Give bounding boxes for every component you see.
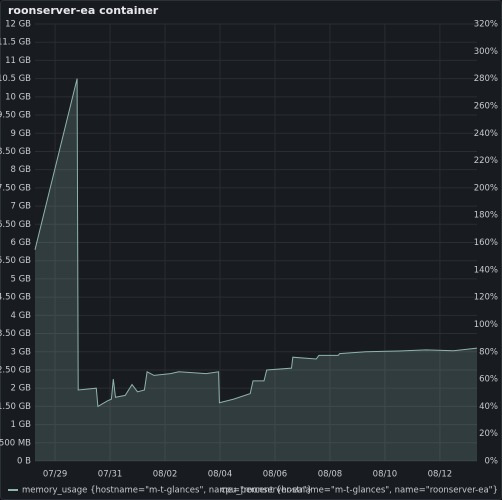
y-tick-label: 6 GB: [10, 238, 31, 248]
y2-tick-label: 280%: [474, 74, 498, 84]
y2-tick-label: 140%: [474, 265, 498, 275]
y2-tick-label: 120%: [474, 293, 498, 303]
y-tick-label: 0 B: [17, 457, 31, 467]
x-tick-label: 08/04: [208, 470, 233, 480]
y-tick-label: 2 GB: [10, 384, 31, 394]
y2-tick-label: 300%: [474, 47, 498, 57]
y2-tick-label: 160%: [474, 238, 498, 248]
y-tick-label: 1.50 GB: [0, 402, 31, 412]
y-tick-label: 8.50 GB: [0, 147, 31, 157]
legend-label: cpu_percent {hostname="m-t-glances", nam…: [221, 486, 498, 496]
area: [35, 78, 477, 461]
x-tick-label: 08/06: [263, 470, 288, 480]
y-tick-label: 11 GB: [5, 56, 31, 66]
y2-tick-label: 20%: [479, 429, 498, 439]
x-tick-label: 08/12: [428, 470, 453, 480]
x-tick-label: 07/29: [43, 470, 68, 480]
y-tick-label: 9 GB: [10, 129, 31, 139]
x-tick-label: 08/10: [373, 470, 398, 480]
y-tick-label: 7.50 GB: [0, 183, 31, 193]
y-tick-label: 9.50 GB: [0, 111, 31, 121]
y-tick-label: 3.50 GB: [0, 329, 31, 339]
y2-tick-label: 60%: [479, 375, 498, 385]
y2-tick-label: 260%: [474, 101, 498, 111]
y2-tick-label: 0%: [485, 457, 499, 467]
y-tick-label: 6.50 GB: [0, 220, 31, 230]
y2-tick-label: 220%: [474, 156, 498, 166]
y-tick-label: 5 GB: [10, 274, 31, 284]
y2-tick-label: 320%: [474, 20, 498, 30]
panel-title: roonserver-ea container: [8, 4, 159, 17]
y-tick-label: 7 GB: [10, 202, 31, 212]
y2-tick-label: 100%: [474, 320, 498, 330]
legend-label: memory_usage {hostname="m-t-glances", na…: [22, 486, 312, 496]
y-tick-label: 2.50 GB: [0, 365, 31, 375]
y-tick-label: 10 GB: [5, 92, 31, 102]
x-tick-label: 08/08: [318, 470, 343, 480]
y-tick-label: 11.5 GB: [0, 38, 31, 48]
y2-tick-label: 200%: [474, 183, 498, 193]
y-tick-label: 4.50 GB: [0, 293, 31, 303]
x-tick-label: 07/31: [98, 470, 123, 480]
y-tick-label: 1 GB: [10, 420, 31, 430]
y-tick-label: 8 GB: [10, 165, 31, 175]
y-tick-label: 500 MB: [0, 438, 31, 448]
y-tick-label: 5.50 GB: [0, 256, 31, 266]
y-tick-label: 3 GB: [10, 347, 31, 357]
y-tick-label: 4 GB: [10, 311, 31, 321]
y2-tick-label: 40%: [479, 402, 498, 412]
x-tick-label: 08/02: [153, 470, 178, 480]
y-tick-label: 12 GB: [5, 20, 31, 30]
y2-tick-label: 80%: [479, 347, 498, 357]
y2-tick-label: 180%: [474, 211, 498, 221]
line: [34, 78, 478, 408]
y2-tick-label: 240%: [474, 129, 498, 139]
y-tick-label: 10.5 GB: [0, 74, 31, 84]
